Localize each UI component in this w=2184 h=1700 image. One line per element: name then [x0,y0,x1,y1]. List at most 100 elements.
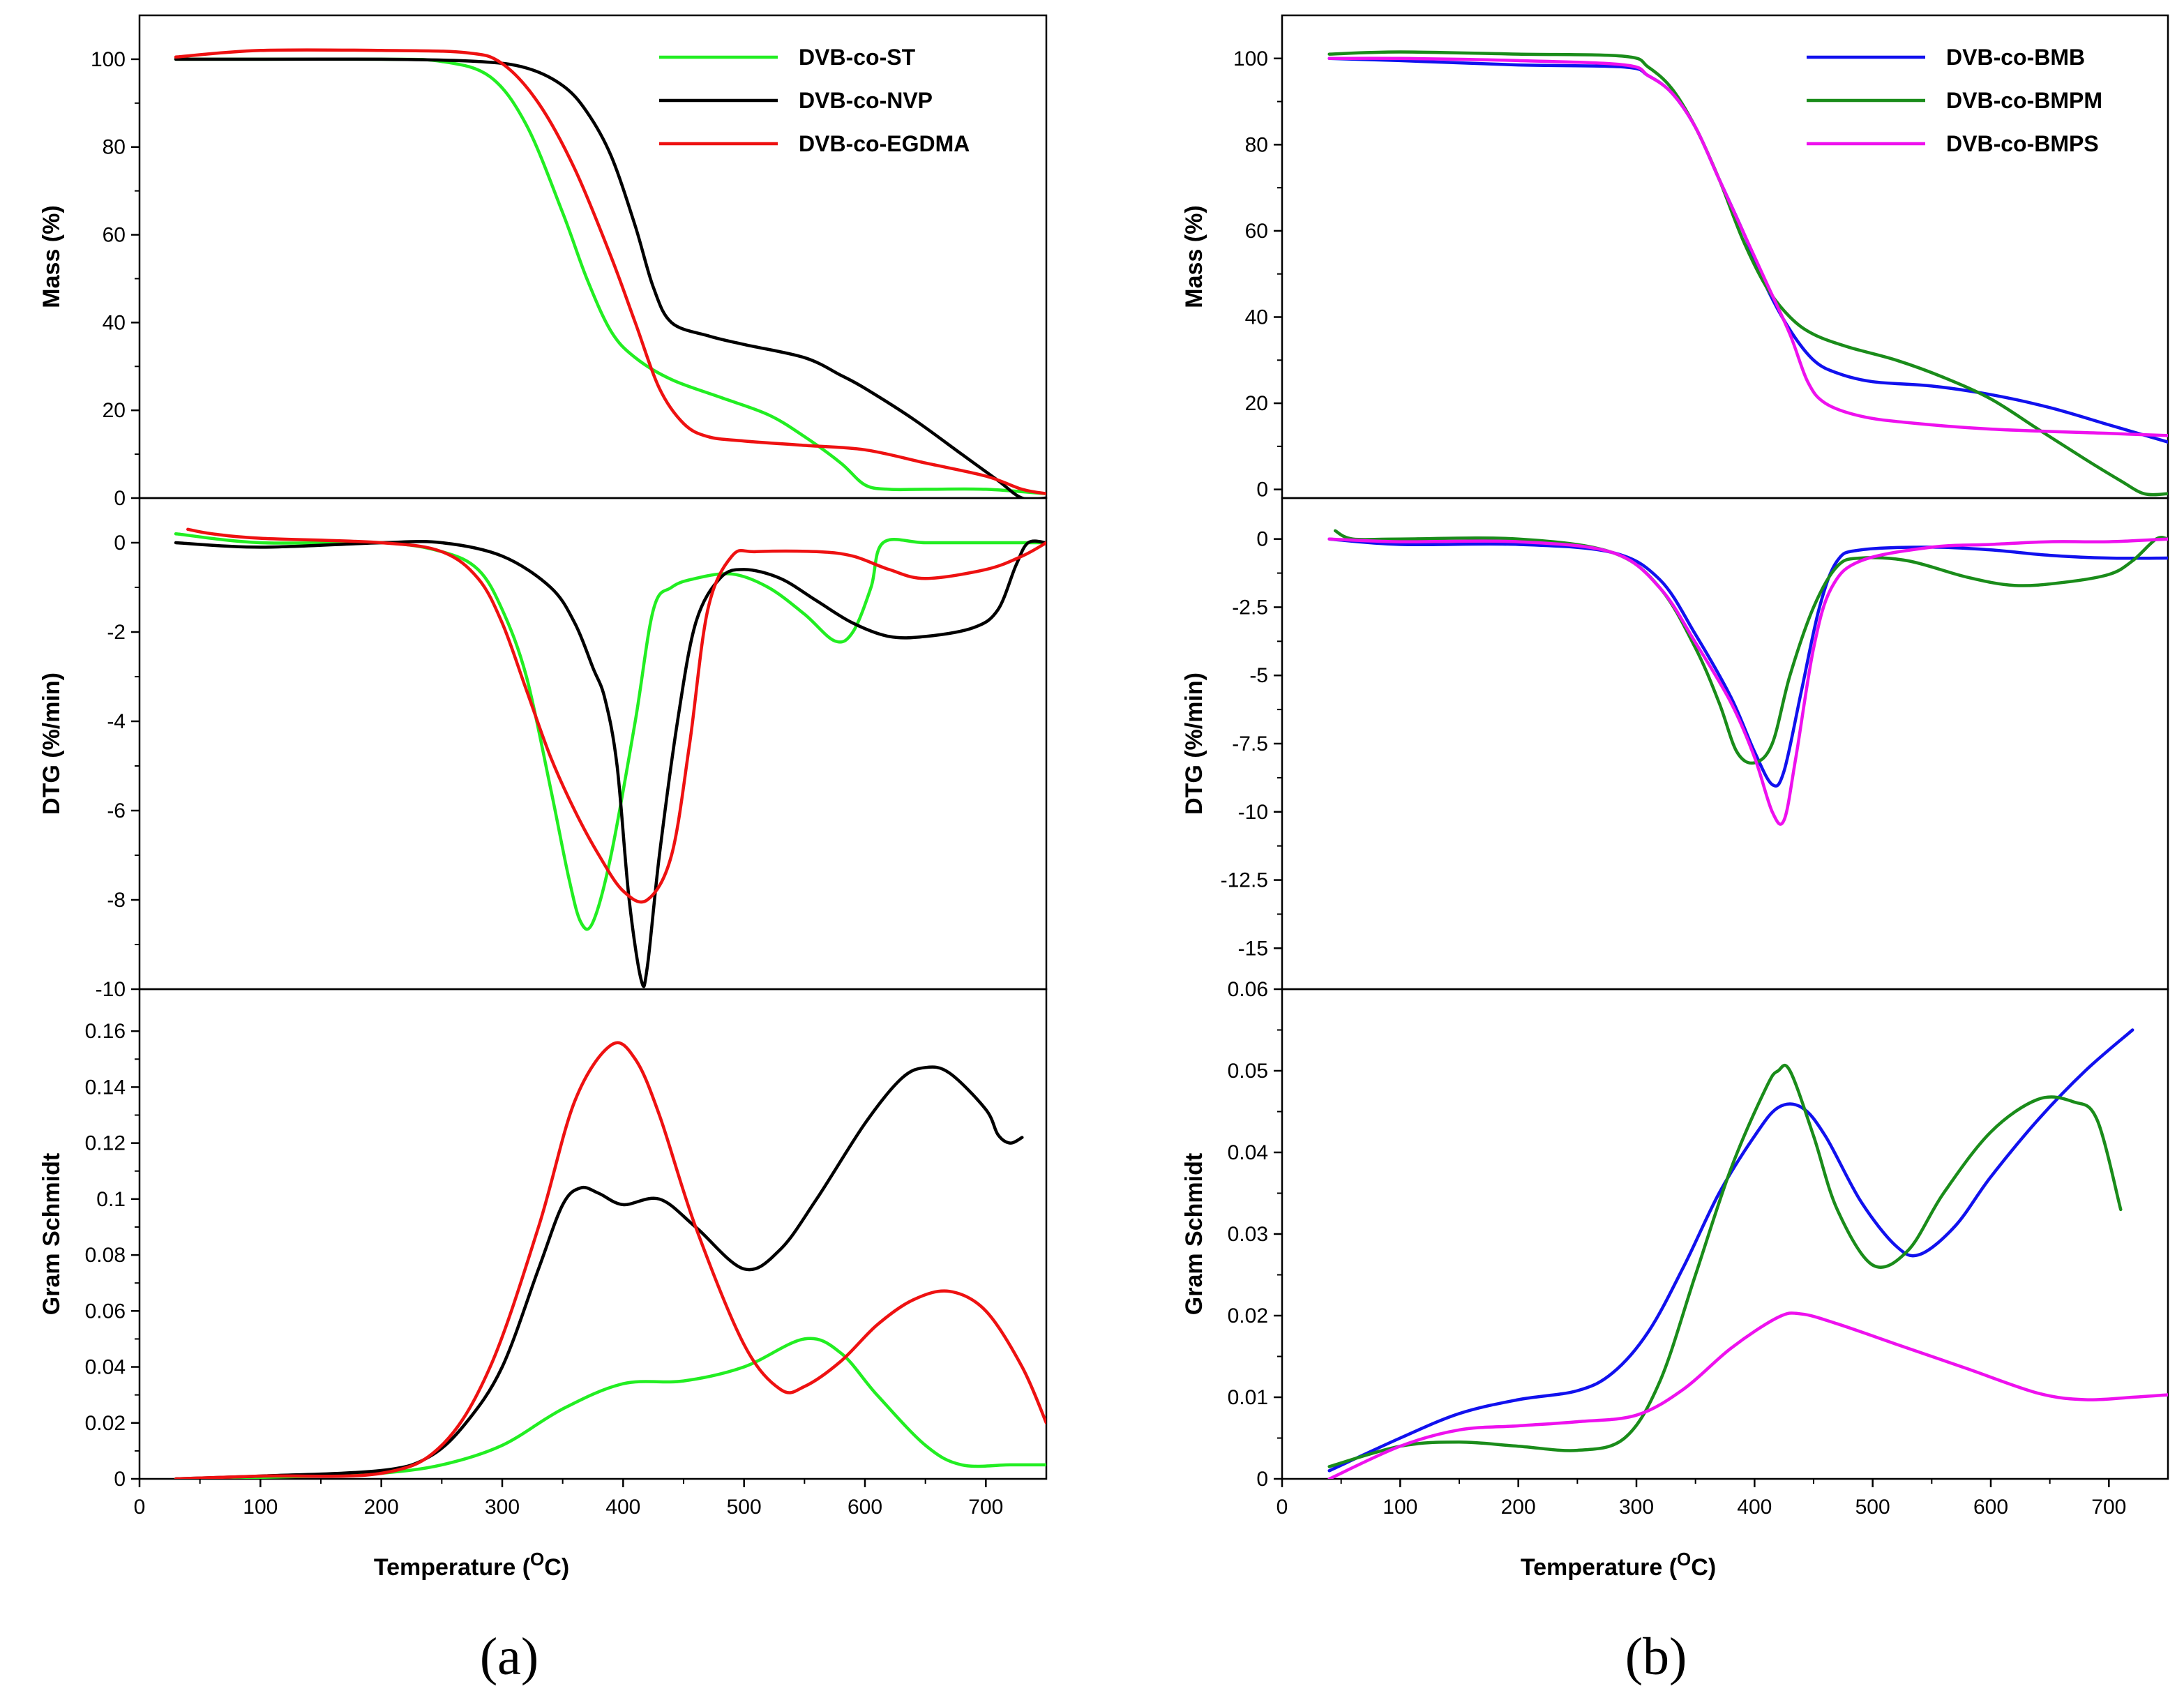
y-tick-label: -2.5 [1232,596,1268,619]
chart-a-dtg: -10 -8 -6 -4 -2 0 DTG (%/min) [38,497,1048,1001]
y-tick-label: 0.01 [1228,1386,1268,1409]
y-tick-label: 100 [1233,47,1268,70]
chart-b-gs: 0 0.01 0.02 0.03 0.04 0.05 0.06 0 100 200 300 400 50… [1181,978,2169,1519]
x-tick-label: 700 [968,1496,1003,1519]
y-tick-label: -10 [1238,801,1268,824]
y-tick-label: 0.05 [1228,1060,1268,1083]
series-group [174,48,1046,498]
legend-label: DVB-co-ST [799,45,916,70]
y-tick-label: 80 [103,136,126,159]
legend: DVB-co-BMB DVB-co-BMPM DVB-co-BMPS [1807,45,2102,156]
series-line [1327,1063,2123,1468]
y-axis-label: Mass (%) [1181,205,1207,308]
y-axis-label: DTG (%/min) [1181,672,1207,815]
y-tick-label: -12.5 [1221,869,1268,892]
y-tick-label: 60 [103,224,126,247]
legend: DVB-co-ST DVB-co-NVP DVB-co-EGDMA [659,45,970,156]
series-line [1327,57,2168,437]
series-line [174,1337,1046,1479]
x-tick-label: 200 [364,1496,399,1519]
y-tick-label: -2 [107,621,126,644]
y-tick-label: -5 [1249,664,1268,687]
series-group [1327,50,2168,497]
y-tick-label: 40 [103,311,126,334]
y-tick-label: 0.12 [85,1132,126,1155]
caption-b: (b) [1625,1627,1687,1686]
series-line [174,532,1046,931]
chart-a-gs: 0 0.02 0.04 0.06 0.08 0.1 0.12 0.14 0.16 0 100 200 3… [38,988,1048,1519]
x-axis-label-b: Temperature (OC) [1521,1549,1716,1581]
series-line [186,527,1046,904]
series-group [1327,1028,2168,1479]
y-tick-label: 0.02 [85,1412,126,1435]
y-tick-label: 0.14 [85,1076,126,1099]
legend-label: DVB-co-BMPM [1946,88,2102,113]
y-tick-label: -8 [107,889,126,912]
x-tick-label: 400 [605,1496,640,1519]
y-tick-label: 40 [1245,306,1268,329]
y-tick-label: -7.5 [1232,732,1268,755]
y-tick-label: 0.06 [1228,978,1268,1001]
y-tick-label: 0.04 [85,1356,126,1379]
series-line [1327,1311,2168,1479]
series-group [174,1041,1046,1479]
y-axis-label: DTG (%/min) [38,672,65,815]
legend-label: DVB-co-BMB [1946,45,2085,70]
series-line [174,57,1046,498]
x-tick-label: 500 [1855,1496,1890,1519]
y-tick-label: 0.06 [85,1300,126,1323]
y-axis-label: Mass (%) [38,205,65,308]
y-tick-label: 100 [91,48,126,71]
series-line [1327,1028,2134,1473]
series-line [174,1065,1024,1479]
y-tick-label: 0 [1256,479,1268,502]
x-tick-label: 200 [1501,1496,1536,1519]
x-tick-label: 0 [134,1496,146,1519]
y-tick-label: 0.1 [96,1188,126,1211]
series-line [174,57,1046,495]
plot-frame [138,497,1048,991]
plot-frame [1281,988,2169,1480]
x-tick-label: 500 [727,1496,762,1519]
legend-label: DVB-co-EGDMA [799,131,970,156]
y-tick-label: 0.08 [85,1244,126,1267]
x-tick-label: 300 [1619,1496,1654,1519]
y-tick-label: 80 [1245,133,1268,156]
y-tick-label: 20 [1245,392,1268,415]
y-tick-label: 60 [1245,220,1268,243]
series-line [1327,537,2168,788]
series-line [174,1041,1046,1479]
y-tick-label: 0 [114,532,126,555]
y-tick-label: 20 [103,399,126,422]
y-tick-label: -10 [96,978,126,1001]
x-tick-label: 400 [1737,1496,1772,1519]
y-tick-label: 0.02 [1228,1304,1268,1327]
legend-label: DVB-co-BMPS [1946,131,2099,156]
y-axis-label: Gram Schmidt [1181,1153,1207,1315]
series-line [1333,529,2168,765]
chart-b-dtg: -15 -12.5 -10 -7.5 -5 -2.5 0 DTG (%/min) [1181,497,2169,991]
y-tick-label: 0 [114,487,126,510]
legend-label: DVB-co-NVP [799,88,933,113]
y-tick-label: 0 [1256,1468,1268,1491]
series-line [174,539,1046,988]
x-tick-label: 700 [2091,1496,2126,1519]
series-line [1327,537,2168,826]
plot-frame [1281,497,2169,991]
series-line [174,48,1046,495]
chart-b-mass: 0 20 40 60 80 100 Mass (%) DVB-co-BMB DVB-co-BMP… [1181,14,2169,502]
x-tick-label: 600 [1973,1496,2008,1519]
x-tick-label: 100 [1383,1496,1417,1519]
y-tick-label: 0.16 [85,1020,126,1043]
series-group [1327,529,2168,826]
y-tick-label: 0.03 [1228,1223,1268,1246]
y-axis-label: Gram Schmidt [38,1153,65,1315]
caption-a: (a) [480,1627,539,1686]
x-tick-label: 300 [485,1496,520,1519]
y-tick-label: 0 [1256,528,1268,551]
x-tick-label: 100 [243,1496,278,1519]
y-tick-label: -4 [107,710,126,733]
